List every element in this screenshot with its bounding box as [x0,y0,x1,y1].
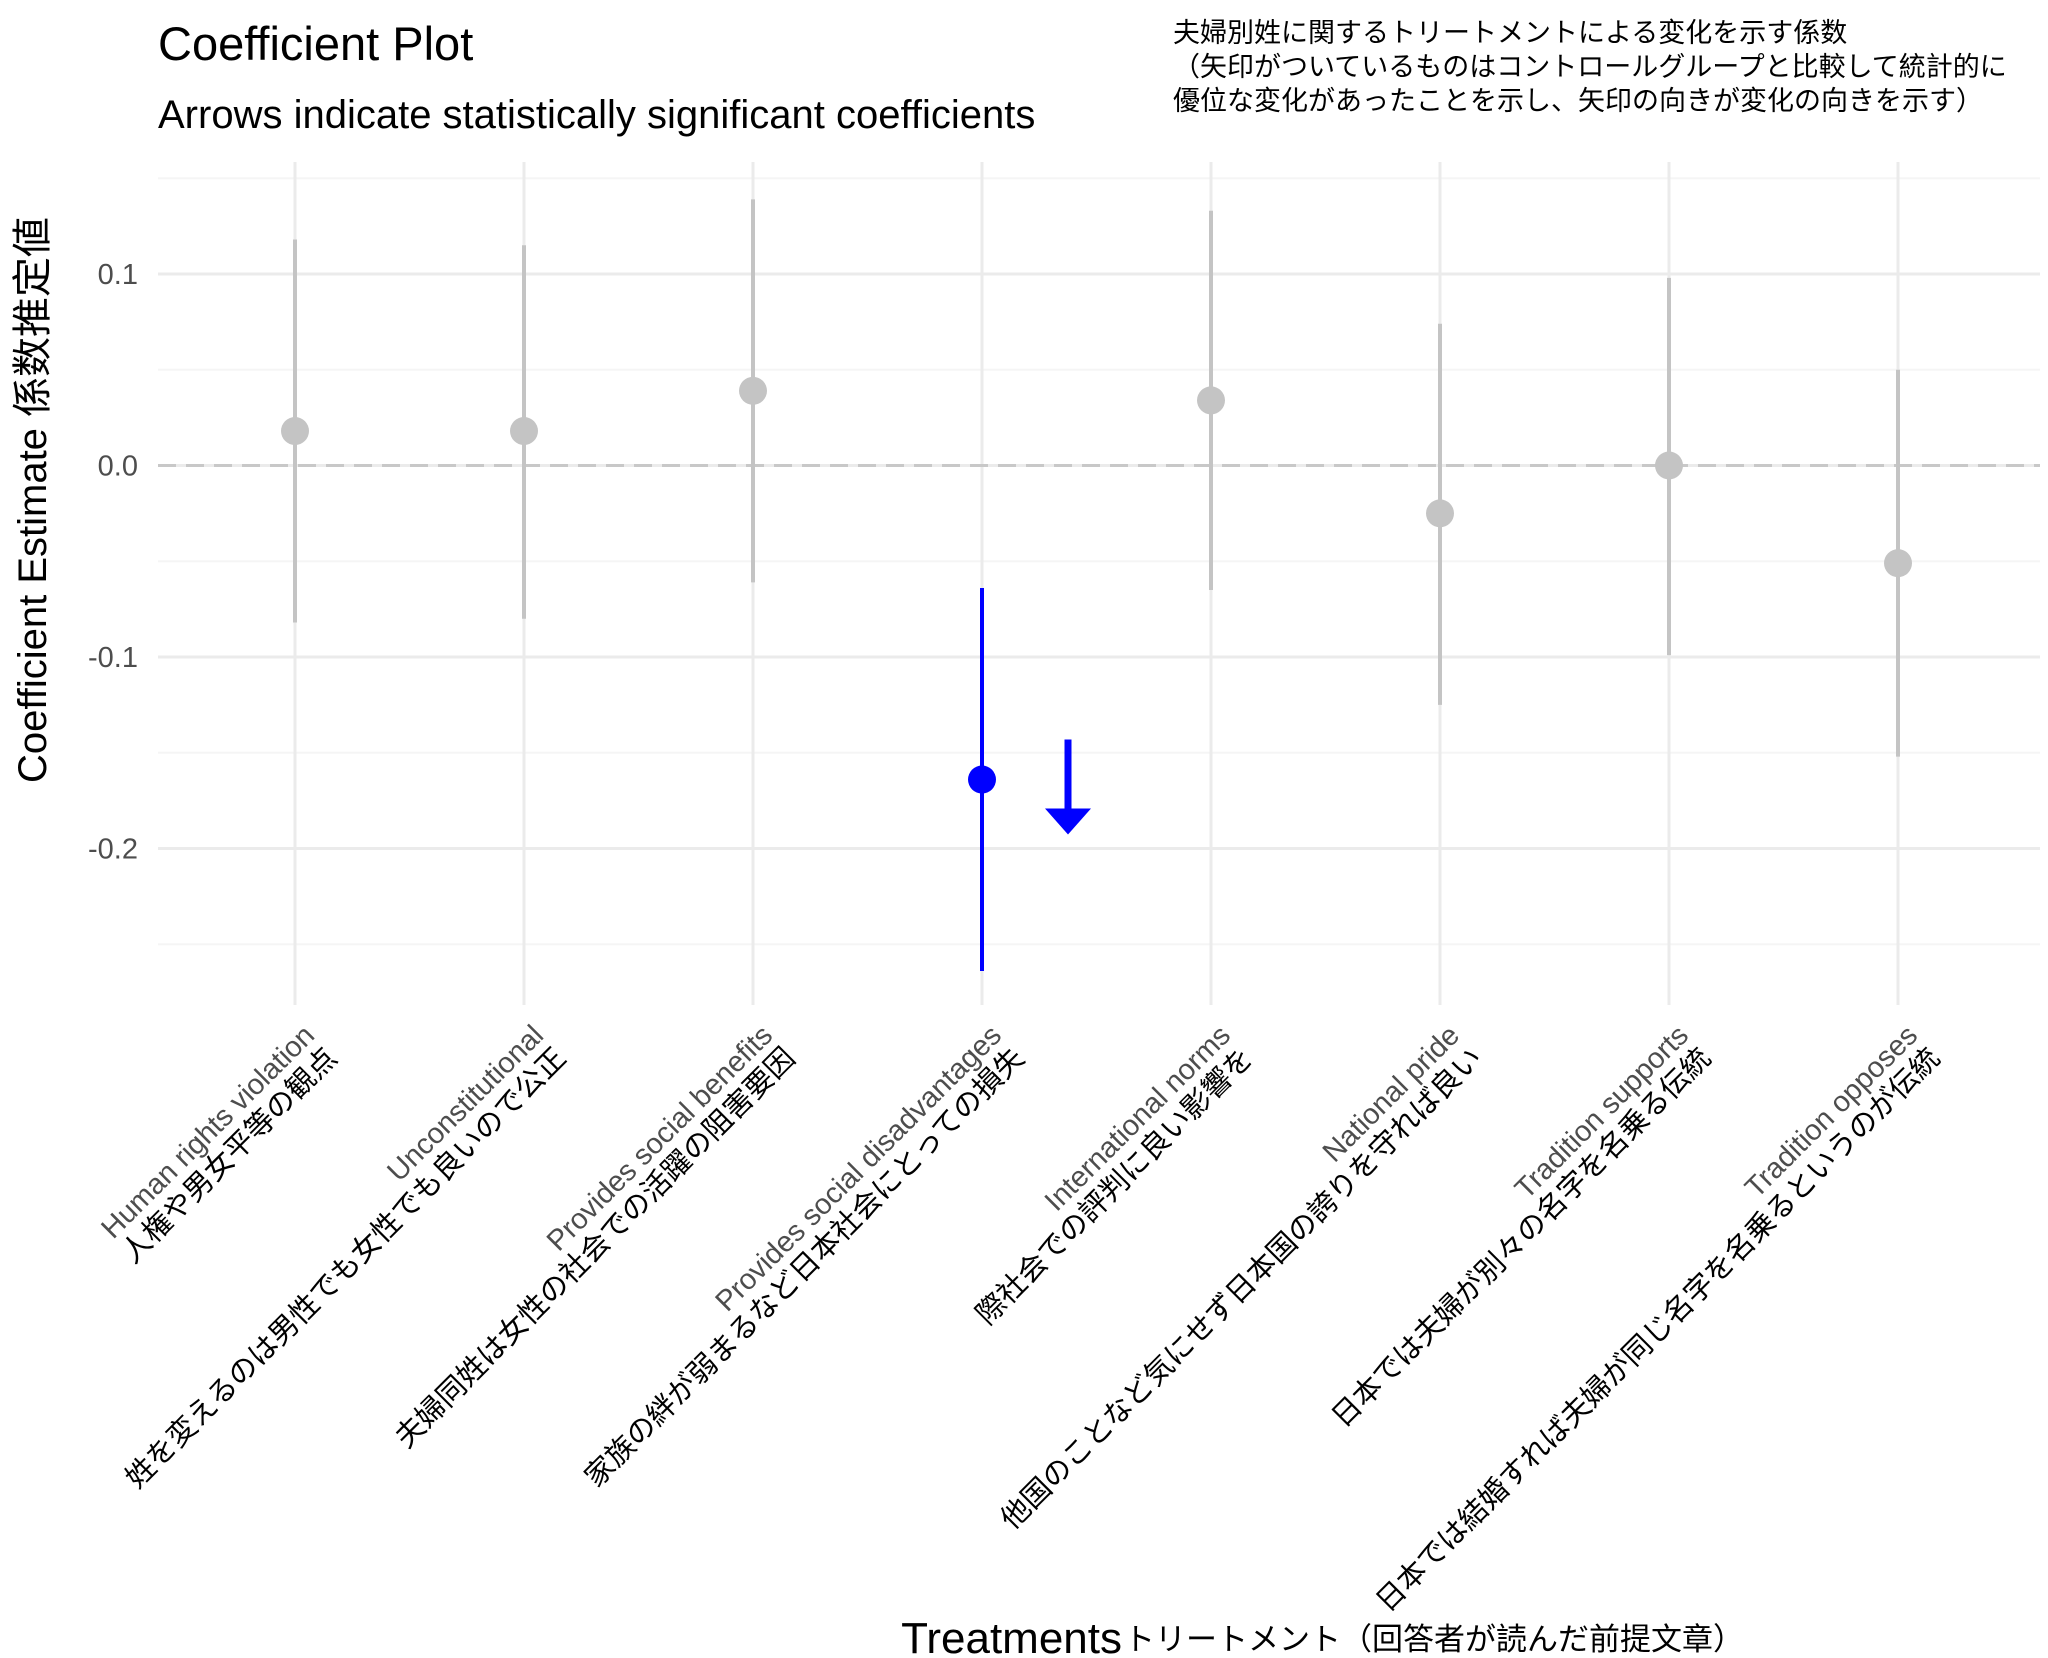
x-axis-title-jp: トリートメント（回答者が読んだ前提文章） [1124,1622,1744,1657]
x-category-label-jp: 他国のことなど気にせず日本国の誇りを守れば良い [994,1041,1488,1535]
y-tick-label: 0.1 [98,259,138,291]
caption-line-1: 夫婦別姓に関するトリートメントによる変化を示す係数 [1173,18,1847,48]
x-category-label-jp: 日本では結婚すれば夫婦が同じ名字を名乗るというのが伝統 [1370,1041,1947,1618]
coefficient-point [1655,451,1683,480]
caption-line-2: （矢印がついているものはコントロールグループと比較して統計的に [1173,52,2007,82]
x-category-label-jp: 際社会での評判に良い影響を [970,1041,1260,1331]
chart-caption: 夫婦別姓に関するトリートメントによる変化を示す係数 （矢印がついているものはコン… [1173,18,2007,116]
significance-arrow-down [1045,739,1091,835]
x-category-label: Provides social disadvantages家族の絆が弱まるなど日… [578,1019,1030,1493]
y-axis-title: Coefficient Estimate 係数推定値 [11,217,55,783]
coefficient-point [281,417,309,446]
y-axis-ticks: 0.1 0.0 -0.1 -0.2 [88,259,138,866]
x-category-label-en: Provides social benefits [541,1019,779,1257]
coefficient-point [739,376,767,405]
coefficient-point [968,765,996,794]
chart-title: Coefficient Plot [158,17,473,70]
y-tick-label: 0.0 [98,451,138,483]
coefficient-point [1197,386,1225,415]
x-category-label-jp: 人権や男女平等の観点 [115,1041,343,1269]
x-category-label-en: Human rights violation [96,1019,322,1245]
coefficient-point [1426,499,1454,528]
x-axis-title: Treatments [901,1614,1122,1658]
x-category-label-jp: 姓を変えるのは男性でも女性でも良いので公正 [119,1041,572,1494]
plot-marks [281,199,1912,972]
chart-subtitle: Arrows indicate statistically significan… [158,93,1035,137]
coefficient-point [510,417,538,446]
coefficient-point [1884,549,1912,578]
y-tick-label: -0.2 [88,834,138,866]
x-category-label-jp: 家族の絆が弱まるなど日本社会にとっての損失 [578,1041,1030,1493]
plot-grid [158,162,2040,1005]
x-category-label-en: International norms [1039,1019,1237,1217]
x-category-label: Provides social benefits夫婦同姓は女性の社会での活躍の阻… [389,1019,802,1454]
caption-line-3: 優位な変化があったことを示し、矢印の向きが変化の向きを示す） [1173,86,1983,116]
y-tick-label: -0.1 [88,642,138,674]
